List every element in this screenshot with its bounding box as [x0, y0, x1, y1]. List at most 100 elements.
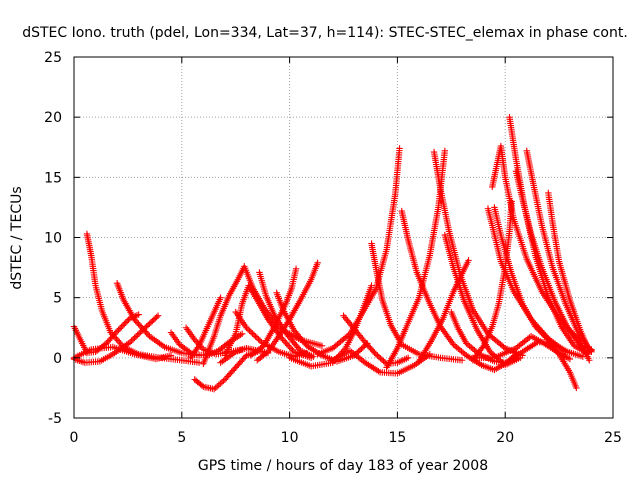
- plus-marker: [280, 337, 288, 344]
- plus-marker: [105, 337, 113, 344]
- series-arc-8: [187, 294, 224, 362]
- y-tick-label: 5: [53, 291, 62, 307]
- series-arc-20: [340, 312, 412, 368]
- plus-marker: [132, 317, 139, 325]
- y-tick-label: 0: [53, 351, 62, 367]
- y-tick-label: 25: [44, 50, 62, 66]
- plus-marker: [116, 338, 123, 346]
- plus-marker: [107, 335, 114, 343]
- y-tick-label: 20: [44, 110, 62, 126]
- plus-marker: [225, 371, 233, 379]
- plus-marker: [368, 282, 375, 289]
- plus-marker: [557, 316, 564, 323]
- plus-marker: [135, 330, 143, 337]
- plus-marker: [128, 337, 135, 344]
- plus-marker: [569, 330, 577, 337]
- plus-marker: [375, 353, 383, 361]
- plus-marker: [233, 362, 241, 370]
- plus-marker: [249, 330, 256, 337]
- plus-marker: [132, 333, 140, 340]
- plus-marker: [571, 331, 578, 339]
- series-arc-5: [70, 343, 175, 363]
- plus-marker: [113, 328, 121, 335]
- plus-marker: [361, 338, 369, 346]
- series-arc-36: [545, 189, 593, 354]
- plus-marker: [566, 355, 574, 363]
- plus-marker: [364, 341, 371, 349]
- plus-marker: [115, 326, 122, 334]
- y-tick-label: 15: [44, 170, 62, 186]
- plus-marker: [136, 322, 144, 329]
- plus-marker: [377, 355, 384, 362]
- plus-marker: [555, 314, 563, 322]
- x-tick-label: 10: [281, 430, 299, 446]
- plus-marker: [140, 326, 148, 334]
- plus-marker: [235, 361, 242, 368]
- plus-marker: [363, 340, 370, 347]
- plus-marker: [562, 322, 570, 330]
- plus-marker: [218, 379, 226, 386]
- plus-marker: [228, 368, 235, 376]
- plus-marker: [426, 351, 433, 358]
- plus-marker: [217, 380, 224, 387]
- plus-marker: [368, 346, 375, 353]
- plus-marker: [371, 349, 378, 356]
- series-arc-16: [247, 265, 300, 359]
- plus-marker: [365, 343, 373, 350]
- plus-marker: [246, 327, 253, 334]
- plus-marker: [133, 319, 141, 326]
- plus-marker: [237, 358, 245, 365]
- x-tick-label: 20: [496, 430, 514, 446]
- plus-marker: [286, 343, 293, 351]
- x-tick-label: 5: [177, 430, 186, 446]
- plus-marker: [252, 333, 259, 340]
- plus-marker: [562, 348, 569, 356]
- plus-marker: [212, 384, 219, 391]
- series-arc-22: [329, 347, 433, 377]
- plus-marker: [122, 319, 129, 326]
- plus-marker: [565, 325, 573, 333]
- plus-marker: [586, 357, 593, 364]
- plus-marker: [104, 338, 111, 346]
- plus-marker: [396, 145, 403, 152]
- series-arc-25: [430, 148, 526, 359]
- series-arc-35: [489, 142, 593, 364]
- plus-marker: [564, 324, 571, 331]
- plus-marker: [561, 321, 568, 328]
- plus-marker: [135, 311, 142, 318]
- series-arc-14: [217, 345, 272, 366]
- data-marks: [70, 113, 595, 393]
- plus-marker: [229, 367, 237, 374]
- plus-marker: [318, 342, 326, 349]
- plus-marker: [441, 147, 449, 155]
- plus-marker: [263, 349, 270, 357]
- plus-marker: [250, 331, 258, 339]
- x-tick-label: 25: [604, 430, 622, 446]
- y-tick-label: 10: [44, 231, 62, 247]
- plus-marker: [221, 376, 229, 383]
- plus-marker: [292, 265, 300, 272]
- plus-marker: [101, 341, 108, 348]
- plus-marker: [283, 340, 290, 347]
- plus-marker: [134, 331, 141, 339]
- x-tick-label: 15: [388, 430, 406, 446]
- plus-marker: [568, 328, 575, 336]
- plus-marker: [119, 322, 127, 329]
- series-arc-24: [398, 207, 520, 374]
- plus-marker: [143, 329, 150, 337]
- plus-marker: [215, 381, 222, 389]
- y-tick-label: -5: [48, 411, 62, 427]
- plus-marker: [372, 351, 380, 358]
- series-arc-26: [415, 257, 472, 365]
- plus-marker: [195, 359, 203, 366]
- plus-marker: [220, 377, 227, 385]
- series-arc-28: [441, 231, 524, 369]
- plus-marker: [224, 373, 231, 380]
- plus-marker: [500, 343, 507, 351]
- plus-marker: [131, 334, 138, 342]
- plus-marker: [573, 384, 580, 392]
- plus-marker: [142, 328, 149, 335]
- tick-labels: 0 5 10 15 20 25 -5 0 5 10 15 20 25: [44, 50, 622, 446]
- plus-marker: [154, 312, 162, 319]
